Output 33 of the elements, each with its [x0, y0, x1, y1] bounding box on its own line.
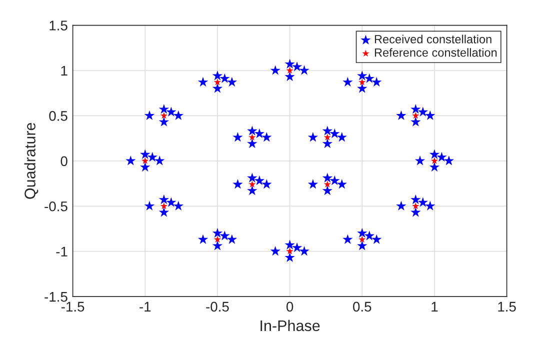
- x-tick-label: -1: [140, 302, 151, 312]
- point: [214, 78, 222, 86]
- y-axis-title: Quadrature: [24, 122, 38, 199]
- x-axis-title: In-Phase: [260, 320, 320, 332]
- point: [324, 180, 332, 188]
- point: [142, 157, 149, 164]
- point: [160, 112, 168, 119]
- x-tick-label: 1.5: [498, 302, 516, 312]
- y-tick-label: 1.5: [50, 20, 68, 30]
- x-tick-label: -0.5: [206, 302, 229, 312]
- x-tick-label: 1: [432, 302, 438, 312]
- y-tick-label: -0.5: [44, 201, 68, 212]
- point: [358, 236, 366, 243]
- point: [430, 157, 438, 164]
- y-tick-label: 1: [61, 66, 68, 76]
- point: [358, 78, 366, 86]
- point: [214, 236, 222, 243]
- y-tick-label: 0: [60, 156, 68, 166]
- x-tick-label: 0: [286, 302, 294, 312]
- point: [286, 66, 294, 74]
- legend-label: Received constellation: [374, 34, 492, 44]
- x-tick-label: 0.5: [353, 302, 372, 312]
- point: [248, 134, 256, 140]
- point: [286, 248, 294, 254]
- point: [248, 180, 256, 188]
- legend-label: Reference constellation: [374, 48, 497, 57]
- point: [324, 134, 332, 140]
- point: [160, 202, 168, 210]
- y-tick-label: -1: [56, 246, 68, 256]
- point: [412, 202, 420, 210]
- point: [412, 112, 420, 119]
- y-tick-label: 0.5: [49, 111, 68, 121]
- y-tick-label: -1.5: [44, 292, 68, 302]
